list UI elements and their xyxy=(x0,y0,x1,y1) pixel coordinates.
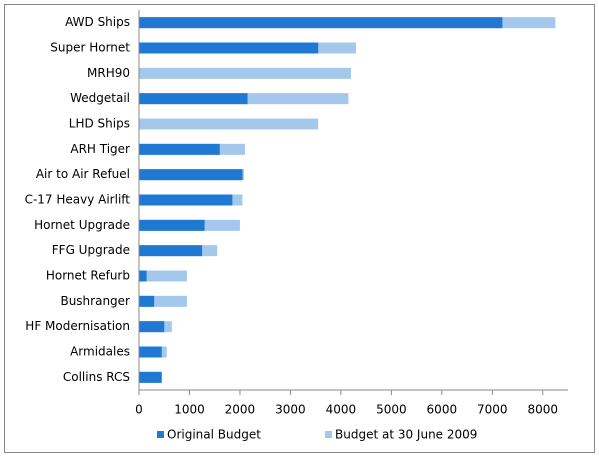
bar xyxy=(139,93,248,105)
y-tick-label: HF Modernisation xyxy=(25,319,130,333)
bar xyxy=(139,295,187,307)
bar xyxy=(139,194,233,206)
y-tick-label: ARH Tiger xyxy=(70,142,130,156)
bar xyxy=(139,118,319,130)
bar xyxy=(139,321,165,333)
y-tick-label: Wedgetail xyxy=(70,91,130,105)
bar xyxy=(139,295,155,307)
legend-swatch xyxy=(325,431,332,438)
chart-border xyxy=(4,4,595,453)
bar xyxy=(139,270,187,282)
bar xyxy=(139,67,351,79)
bar xyxy=(139,346,162,358)
x-tick-label: 4000 xyxy=(326,403,357,417)
x-tick-label: 3000 xyxy=(275,403,306,417)
x-tick-label: 0 xyxy=(135,403,143,417)
y-tick-label: FFG Upgrade xyxy=(52,243,130,257)
y-tick-label: Hornet Refurb xyxy=(46,269,130,283)
legend-swatch xyxy=(157,431,164,438)
y-tick-label: C-17 Heavy Airlift xyxy=(25,193,131,207)
bar xyxy=(139,371,162,383)
x-tick-label: 8000 xyxy=(527,403,558,417)
x-tick-label: 5000 xyxy=(376,403,407,417)
legend-label: Original Budget xyxy=(167,428,261,442)
bar xyxy=(139,143,220,155)
bar xyxy=(139,245,203,257)
bar xyxy=(139,270,147,282)
x-tick-label: 1000 xyxy=(174,403,205,417)
x-tick-label: 6000 xyxy=(427,403,458,417)
bar xyxy=(139,169,243,181)
y-tick-label: MRH90 xyxy=(87,66,130,80)
y-tick-label: LHD Ships xyxy=(69,117,130,131)
y-tick-label: Super Hornet xyxy=(50,41,130,55)
bar xyxy=(139,17,503,29)
y-tick-label: AWD Ships xyxy=(65,15,130,29)
y-tick-label: Collins RCS xyxy=(63,370,130,384)
y-tick-label: Armidales xyxy=(70,345,130,359)
y-tick-label: Hornet Upgrade xyxy=(34,218,130,232)
bar xyxy=(139,42,319,54)
bar xyxy=(139,219,205,231)
x-tick-label: 7000 xyxy=(477,403,508,417)
x-tick-label: 2000 xyxy=(225,403,256,417)
y-tick-label: Air to Air Refuel xyxy=(36,167,130,181)
legend-label: Budget at 30 June 2009 xyxy=(335,428,477,442)
y-tick-label: Bushranger xyxy=(60,294,130,308)
